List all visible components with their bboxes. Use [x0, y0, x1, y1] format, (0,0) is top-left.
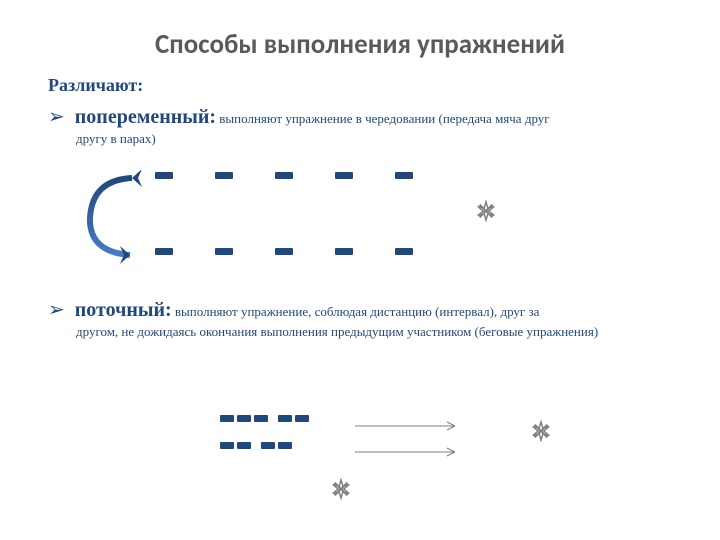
dash-marker [275, 248, 293, 255]
bullet-item-2: ➢ поточный: выполняют упражнение, соблюд… [48, 297, 672, 322]
dash-marker [335, 172, 353, 179]
desc-1-cont: другу в парах) [76, 131, 672, 147]
term-2: поточный: [75, 299, 172, 321]
arrow-icon [355, 418, 467, 436]
dash-marker [278, 415, 292, 422]
dash-marker [254, 415, 268, 422]
subtitle: Различают: [48, 75, 672, 96]
dash-marker [155, 248, 173, 255]
chevron-icon: ➢ [48, 104, 65, 129]
dash-marker [275, 172, 293, 179]
cross-icon [330, 478, 352, 500]
dash-marker [215, 248, 233, 255]
curved-arrow-icon [80, 170, 150, 270]
arrow-icon [355, 444, 467, 462]
cross-icon [475, 200, 497, 222]
dash-marker [215, 172, 233, 179]
cross-icon [530, 420, 552, 442]
bullet-item-1: ➢ попеременный: выполняют упражнение в ч… [48, 104, 672, 129]
dash-marker [220, 442, 234, 449]
dash-marker [335, 248, 353, 255]
dash-marker [395, 172, 413, 179]
dash-row [155, 248, 413, 255]
desc-1: выполняют упражнение в чередовании (пере… [216, 111, 550, 126]
page-title: Способы выполнения упражнений [48, 28, 672, 61]
desc-2-cont: другом, не дожидаясь окончания выполнени… [76, 324, 672, 340]
dash-marker [155, 172, 173, 179]
dash-marker [237, 442, 251, 449]
dash-marker [220, 415, 234, 422]
dash-marker [395, 248, 413, 255]
dash-marker [278, 442, 292, 449]
dash-marker [237, 415, 251, 422]
term-1: попеременный: [75, 106, 216, 128]
dash-marker [295, 415, 309, 422]
dash-row [155, 172, 413, 179]
dash-marker [261, 442, 275, 449]
desc-2: выполняют упражнение, соблюдая дистанцию… [172, 304, 540, 319]
chevron-icon: ➢ [48, 297, 65, 322]
